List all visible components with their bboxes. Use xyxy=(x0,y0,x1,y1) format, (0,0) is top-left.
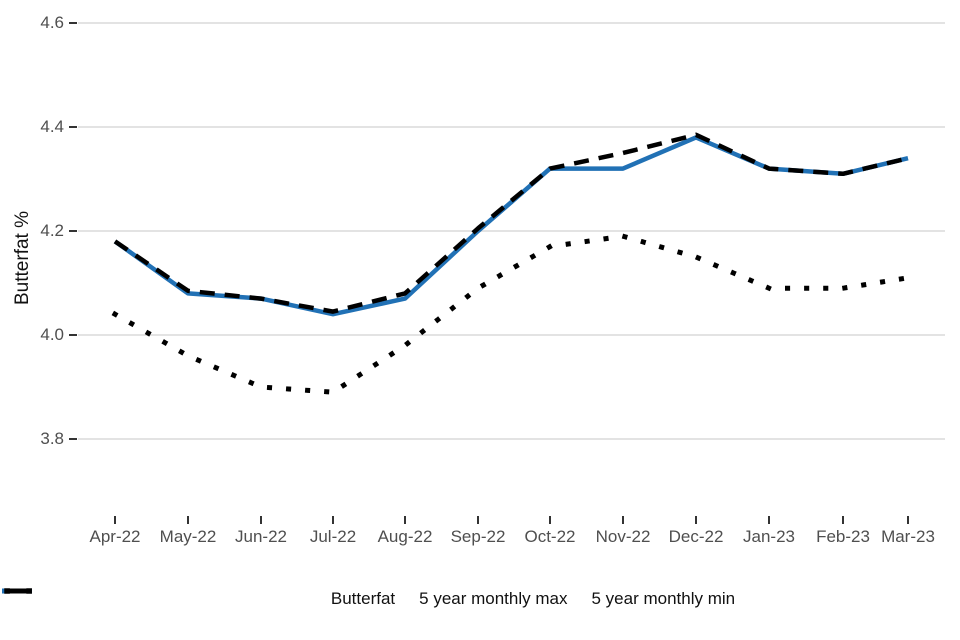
series-line-dashed xyxy=(113,132,909,314)
x-tick-label: Jan-23 xyxy=(743,527,795,546)
x-tick-label: Sep-22 xyxy=(450,527,506,546)
x-tick-label: Apr-22 xyxy=(89,527,141,546)
legend-item-butterfat: Butterfat xyxy=(2,588,396,609)
x-tick-label: Mar-23 xyxy=(881,527,935,546)
y-tick-label: 4.0 xyxy=(40,325,64,344)
legend-item-max: 5 year monthly max xyxy=(6,588,568,609)
x-tick-label: Jul-22 xyxy=(309,527,357,546)
legend-item-min: 5 year monthly min xyxy=(4,588,736,609)
legend-label-min: 5 year monthly min xyxy=(591,589,736,608)
series-line-dotted xyxy=(111,233,911,395)
x-tick-label: May-22 xyxy=(159,527,217,546)
y-tick-label: 3.8 xyxy=(40,429,64,448)
x-tick-label: Aug-22 xyxy=(377,527,433,546)
x-tick-label: Feb-23 xyxy=(816,527,870,546)
x-tick-label: Dec-22 xyxy=(668,527,724,546)
y-tick-label: 4.4 xyxy=(40,117,64,136)
x-tick-label: Nov-22 xyxy=(595,527,651,546)
y-tick-label: 4.6 xyxy=(40,13,64,32)
legend: Butterfat 5 year monthly max 5 year mont… xyxy=(0,585,960,613)
legend-label-max: 5 year monthly max xyxy=(419,589,568,608)
legend-label-butterfat: Butterfat xyxy=(330,589,396,608)
x-tick-label: Oct-22 xyxy=(524,527,576,546)
y-tick-label: 4.2 xyxy=(40,221,64,240)
x-tick-label: Jun-22 xyxy=(235,527,287,546)
min-line-swatch xyxy=(4,588,33,594)
